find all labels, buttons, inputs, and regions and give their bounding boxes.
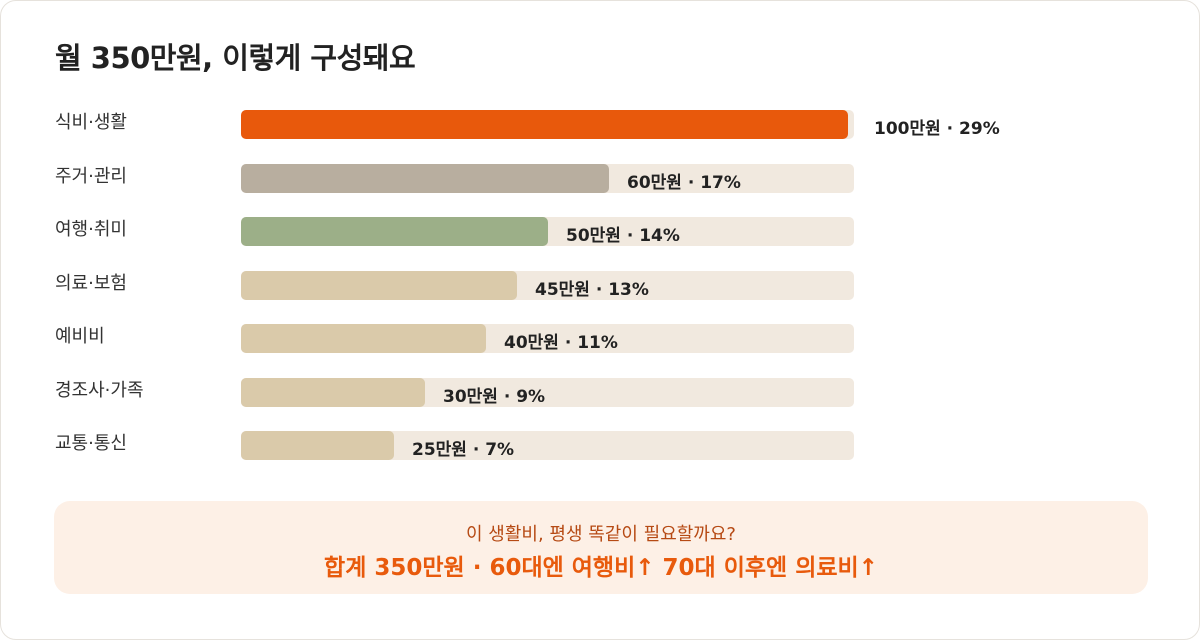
bar [241, 163, 609, 193]
bar [241, 324, 486, 353]
bar-value-label: 40만원 · 11% [504, 333, 618, 353]
bar [241, 377, 425, 407]
callout-summary: 합계 350만원 · 60대엔 여행비↑ 70대 이후엔 의료비↑ [324, 555, 878, 581]
category-label: 주거·관리 [55, 165, 127, 187]
callout-question: 이 생활비, 평생 똑같이 필요할까요? [465, 524, 736, 545]
category-label: 식비·생활 [55, 112, 127, 133]
bar-value-label: 60만원 · 17% [627, 172, 741, 193]
bar-track [241, 431, 854, 460]
category-label: 교통·통신 [55, 433, 127, 454]
bar [241, 217, 548, 246]
bar-track [241, 324, 854, 353]
bar-track [241, 217, 854, 246]
bar-track [241, 270, 854, 300]
category-label: 의료·보험 [55, 272, 127, 294]
bar-value-label: 45만원 · 13% [535, 279, 649, 300]
category-label: 여행·취미 [55, 219, 127, 240]
bar-track [241, 163, 854, 193]
bar-value-label: 30만원 · 9% [443, 386, 546, 407]
bar [241, 270, 517, 300]
bar-value-label: 25만원 · 7% [412, 440, 515, 460]
bar [241, 110, 848, 139]
bar-track [241, 377, 854, 407]
chart-title: 월 350만원, 이렇게 구성돼요 [55, 41, 416, 75]
bar-value-label: 100만원 · 29% [874, 119, 1000, 139]
bar-value-label: 50만원 · 14% [566, 226, 680, 246]
category-label: 예비비 [55, 326, 105, 347]
bar [241, 431, 394, 460]
category-label: 경조사·가족 [55, 379, 144, 401]
bar-track [241, 110, 854, 139]
summary-callout: 이 생활비, 평생 똑같이 필요할까요? 합계 350만원 · 60대엔 여행비… [54, 501, 1148, 594]
